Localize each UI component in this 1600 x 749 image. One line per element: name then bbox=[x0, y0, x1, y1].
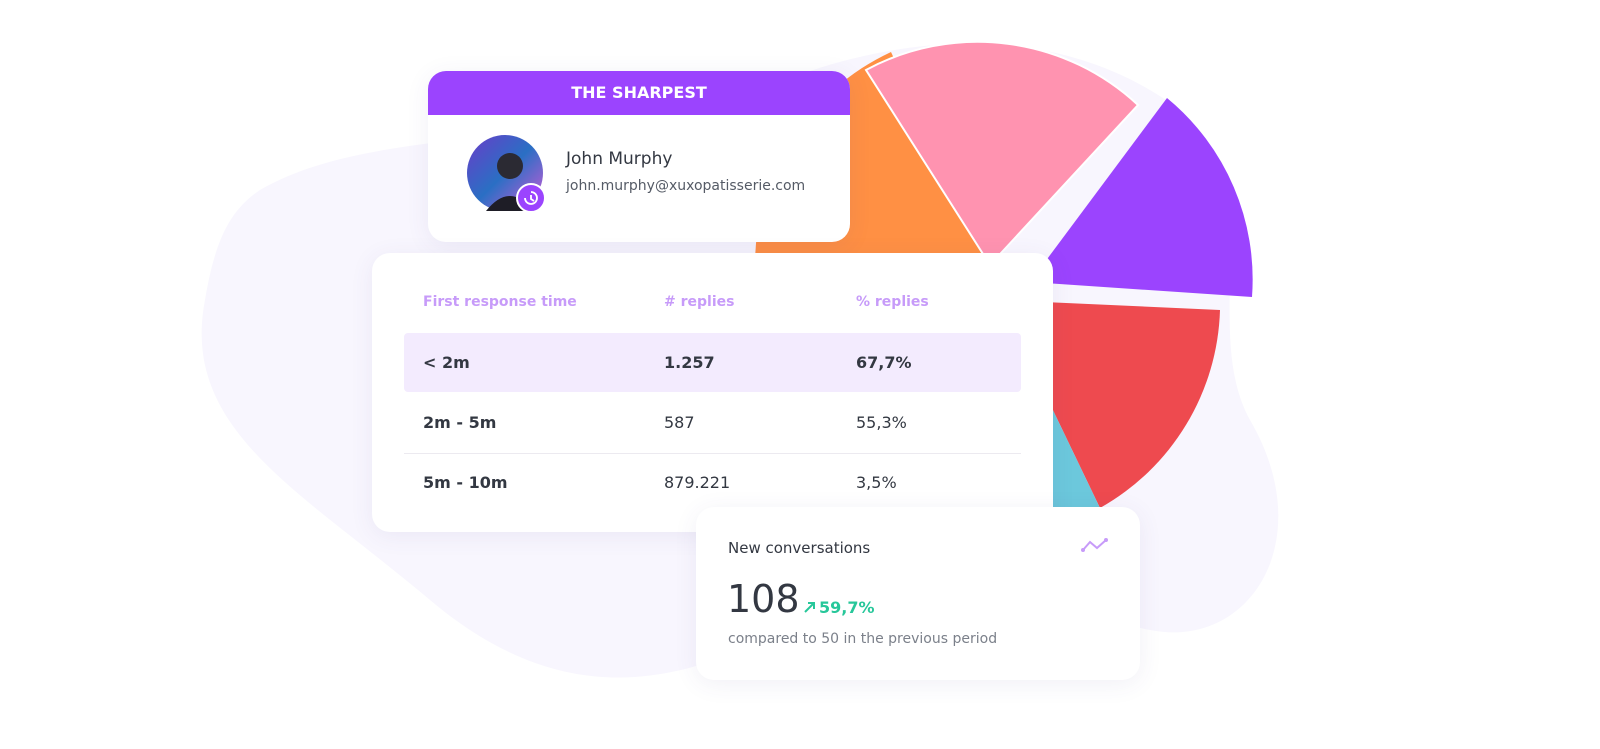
stat-change: 59,7% bbox=[819, 598, 875, 617]
table-cell: 67,7% bbox=[856, 353, 912, 372]
pie-slice bbox=[1000, 300, 1220, 508]
stat-title: New conversations bbox=[728, 539, 871, 557]
stat-note: compared to 50 in the previous period bbox=[728, 631, 998, 647]
table-cell: 587 bbox=[664, 413, 695, 432]
table-cell: 5m - 10m bbox=[423, 473, 508, 492]
pie-slice bbox=[1030, 98, 1253, 297]
stat-card: New conversations 108 59,7% compared to … bbox=[696, 507, 1140, 680]
table-header: First response time bbox=[423, 294, 577, 310]
table-header: % replies bbox=[856, 294, 929, 310]
highlight-row bbox=[404, 333, 1021, 392]
trend-icon bbox=[1081, 538, 1108, 552]
avatar bbox=[467, 135, 546, 213]
profile-email: john.murphy@xuxopatisserie.com bbox=[566, 178, 806, 194]
profile-card: THE SHARPEST John Murphy john.murphy@xux… bbox=[428, 71, 850, 242]
table-cell: 55,3% bbox=[856, 413, 907, 432]
table-card: First response time # replies % replies < 2… bbox=[372, 253, 1053, 532]
row-divider bbox=[404, 453, 1021, 454]
stat-value: 108 bbox=[727, 577, 800, 621]
table-cell: 3,5% bbox=[856, 473, 897, 492]
profile-name: John Murphy bbox=[566, 149, 673, 169]
table-cell: 1.257 bbox=[664, 353, 715, 372]
table-cell: 2m - 5m bbox=[423, 413, 497, 432]
table-cell: 879.221 bbox=[664, 473, 731, 492]
badge-title: THE SHARPEST bbox=[428, 71, 850, 115]
pie-slice bbox=[864, 40, 1140, 267]
table-header: # replies bbox=[664, 294, 735, 310]
table-cell: < 2m bbox=[423, 353, 470, 372]
up-arrow bbox=[804, 602, 815, 613]
